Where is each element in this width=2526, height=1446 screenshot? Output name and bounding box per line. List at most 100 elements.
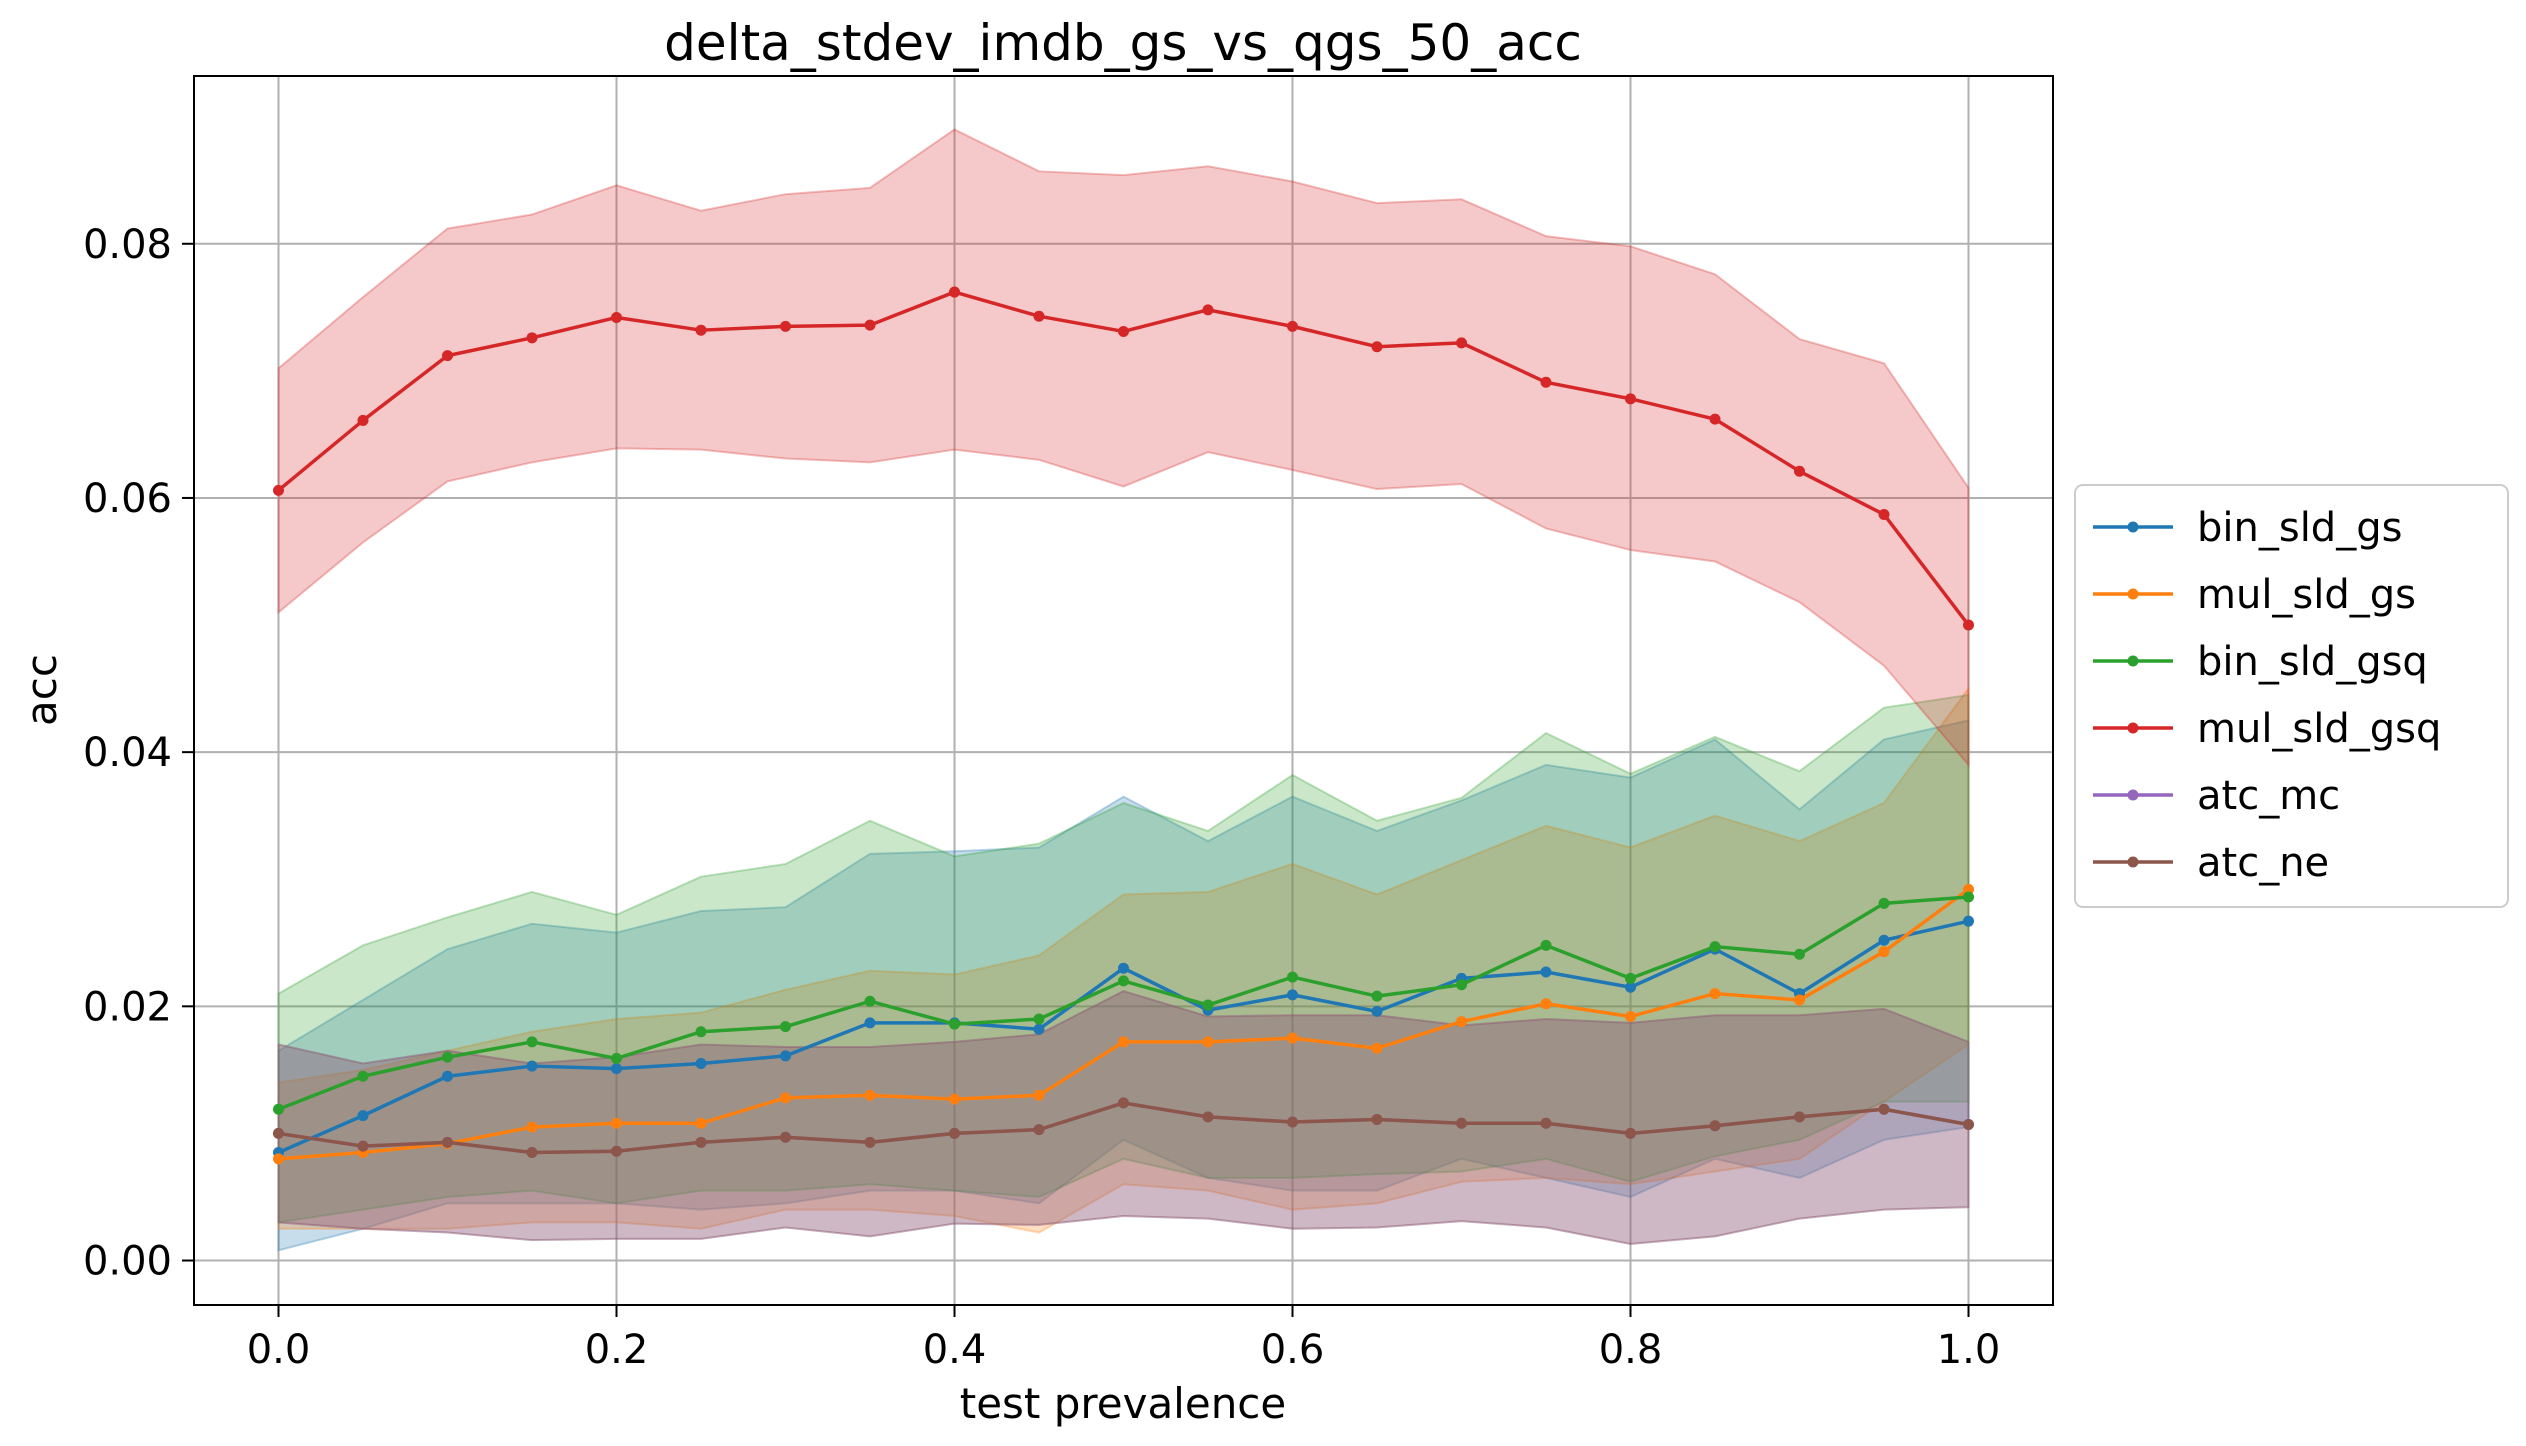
data-point-mul_sld_gsq xyxy=(442,350,453,362)
data-point-mul_sld_gs xyxy=(273,1153,284,1165)
data-point-bin_sld_gs xyxy=(1878,934,1890,946)
series-lines xyxy=(273,286,1974,1165)
data-point-bin_sld_gs xyxy=(780,1050,791,1062)
legend-marker-atc_mc xyxy=(2127,789,2139,801)
data-point-bin_sld_gsq xyxy=(1878,897,1890,909)
data-point-mul_sld_gs xyxy=(695,1117,707,1129)
data-point-bin_sld_gs xyxy=(357,1110,369,1122)
data-point-mul_sld_gs xyxy=(1794,994,1805,1006)
y-tick-label: 0.02 xyxy=(83,984,172,1030)
data-point-bin_sld_gsq xyxy=(1287,971,1298,983)
data-point-atc_ne xyxy=(864,1136,876,1148)
y-tick-label: 0.04 xyxy=(83,730,172,776)
data-point-mul_sld_gsq xyxy=(1963,619,1974,631)
data-point-atc_ne xyxy=(1625,1127,1636,1139)
data-point-atc_ne xyxy=(695,1136,707,1148)
data-point-atc_ne xyxy=(1963,1119,1974,1131)
data-point-mul_sld_gsq xyxy=(526,332,538,344)
data-point-bin_sld_gsq xyxy=(1371,990,1383,1002)
y-tick-label: 0.08 xyxy=(83,222,172,268)
legend-marker-bin_sld_gsq xyxy=(2127,655,2139,667)
legend-marker-mul_sld_gs xyxy=(2127,588,2139,600)
data-point-bin_sld_gs xyxy=(695,1058,707,1070)
data-point-mul_sld_gs xyxy=(1709,988,1721,1000)
x-tick-label: 0.8 xyxy=(1599,1327,1663,1373)
x-tick-label: 0.2 xyxy=(585,1327,649,1373)
x-tick-label: 0.0 xyxy=(247,1327,311,1373)
x-tick-label: 0.4 xyxy=(923,1327,987,1373)
data-point-mul_sld_gsq xyxy=(1371,341,1383,353)
data-point-bin_sld_gsq xyxy=(864,995,876,1007)
data-point-mul_sld_gsq xyxy=(357,414,369,426)
data-point-mul_sld_gsq xyxy=(1456,337,1467,349)
data-point-mul_sld_gsq xyxy=(1878,508,1890,520)
data-point-bin_sld_gs xyxy=(1540,966,1552,978)
data-point-mul_sld_gs xyxy=(1625,1010,1636,1022)
data-point-bin_sld_gsq xyxy=(1794,948,1805,960)
data-point-mul_sld_gs xyxy=(1540,998,1552,1010)
legend-marker-atc_ne xyxy=(2127,856,2139,868)
data-point-atc_ne xyxy=(357,1140,369,1152)
data-point-bin_sld_gsq xyxy=(1202,999,1214,1011)
data-point-mul_sld_gs xyxy=(611,1117,622,1129)
data-point-atc_ne xyxy=(1202,1111,1214,1123)
data-point-atc_ne xyxy=(273,1127,284,1139)
band-mul_sld_gsq xyxy=(277,128,1970,768)
legend-label-bin_sld_gsq: bin_sld_gsq xyxy=(2197,639,2428,685)
data-point-mul_sld_gs xyxy=(864,1089,876,1101)
data-point-atc_ne xyxy=(1456,1117,1467,1129)
data-point-bin_sld_gsq xyxy=(1625,972,1636,984)
legend-label-atc_ne: atc_ne xyxy=(2197,840,2329,886)
data-point-bin_sld_gsq xyxy=(1963,891,1974,903)
grid xyxy=(194,76,2053,1305)
data-point-mul_sld_gsq xyxy=(780,320,791,332)
data-point-bin_sld_gsq xyxy=(695,1026,707,1038)
data-point-mul_sld_gsq xyxy=(1625,393,1636,405)
data-point-mul_sld_gs xyxy=(1456,1016,1467,1028)
data-point-bin_sld_gs xyxy=(442,1070,453,1082)
legend-label-mul_sld_gsq: mul_sld_gsq xyxy=(2197,706,2441,752)
data-point-mul_sld_gsq xyxy=(1540,376,1552,388)
data-point-mul_sld_gs xyxy=(1963,883,1974,895)
data-point-atc_ne xyxy=(1033,1124,1045,1136)
legend-frame xyxy=(2074,484,2509,908)
data-point-mul_sld_gs xyxy=(1878,946,1890,958)
data-point-bin_sld_gsq xyxy=(1709,941,1721,953)
data-point-bin_sld_gsq xyxy=(1033,1013,1045,1025)
data-point-bin_sld_gs xyxy=(1963,915,1974,927)
data-point-bin_sld_gsq xyxy=(949,1018,960,1030)
data-point-atc_ne xyxy=(1118,1097,1129,1109)
legend-marker-mul_sld_gsq xyxy=(2127,722,2139,734)
x-axis-label: test prevalence xyxy=(960,1379,1287,1428)
data-point-atc_ne xyxy=(1878,1103,1890,1115)
band-mul_sld_gs xyxy=(277,685,1970,1234)
legend-label-atc_mc: atc_mc xyxy=(2197,773,2340,819)
data-point-atc_ne xyxy=(1287,1116,1298,1128)
x-axis: 0.0 0.2 0.4 0.6 0.8 1.0 xyxy=(247,1305,2000,1373)
data-point-atc_ne xyxy=(1794,1111,1805,1123)
data-point-atc_ne xyxy=(1540,1117,1552,1129)
data-point-mul_sld_gsq xyxy=(1287,320,1298,332)
data-point-bin_sld_gs xyxy=(864,1017,876,1029)
data-point-mul_sld_gs xyxy=(1287,1032,1298,1044)
legend-marker-bin_sld_gs xyxy=(2127,521,2139,533)
data-point-atc_ne xyxy=(1371,1113,1383,1125)
data-point-bin_sld_gsq xyxy=(357,1070,369,1082)
y-tick-label: 0.06 xyxy=(83,476,172,522)
data-point-mul_sld_gsq xyxy=(1118,325,1129,337)
data-point-bin_sld_gs xyxy=(611,1063,622,1075)
data-point-bin_sld_gs xyxy=(1371,1005,1383,1017)
x-tick-label: 0.6 xyxy=(1261,1327,1325,1373)
data-point-mul_sld_gs xyxy=(1202,1036,1214,1048)
data-point-mul_sld_gs xyxy=(1118,1036,1129,1048)
data-point-bin_sld_gsq xyxy=(526,1036,538,1048)
data-point-mul_sld_gs xyxy=(1371,1042,1383,1054)
y-axis-label: acc xyxy=(17,654,66,726)
band-atc_mc xyxy=(277,990,1970,1246)
data-point-bin_sld_gsq xyxy=(780,1021,791,1033)
data-point-bin_sld_gsq xyxy=(273,1103,284,1115)
band-bin_sld_gsq xyxy=(277,693,1970,1224)
data-point-atc_ne xyxy=(442,1136,453,1148)
y-axis: 0.00 0.02 0.04 0.06 0.08 xyxy=(83,222,194,1285)
